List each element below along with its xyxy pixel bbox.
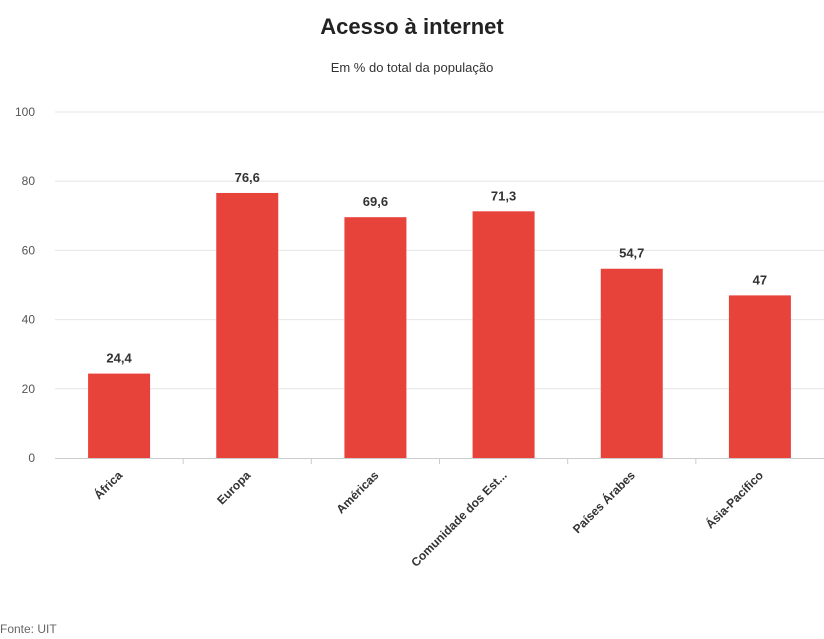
bar	[216, 192, 279, 459]
data-label: 69,6	[363, 194, 388, 209]
y-tick-label: 80	[22, 174, 36, 188]
data-label: 47	[753, 272, 767, 287]
x-tick-label: Comunidade dos Est...	[408, 468, 509, 569]
bar	[88, 373, 151, 458]
y-tick-label: 0	[28, 451, 35, 465]
x-tick-label: Países Árabes	[569, 467, 638, 536]
bar	[728, 295, 791, 458]
y-tick-label: 60	[22, 243, 36, 257]
y-axis: 0 20 40 60 80 100	[15, 105, 35, 465]
data-label: 54,7	[619, 246, 644, 261]
bar	[344, 217, 407, 458]
chart-title: Acesso à internet	[320, 14, 504, 39]
chart-subtitle: Em % do total da população	[330, 60, 494, 75]
x-tick-label: África	[91, 467, 126, 502]
data-label: 76,6	[235, 170, 260, 185]
y-tick-label: 100	[15, 105, 35, 119]
y-tick-label: 40	[22, 313, 36, 327]
grid-lines	[55, 111, 824, 390]
bar	[472, 211, 535, 458]
x-tick-label: Europa	[214, 468, 253, 507]
x-tick-label: Ásia-Pacífico	[702, 468, 766, 532]
x-tick-label: Américas	[333, 468, 381, 516]
source-note: Fonte: UIT	[0, 622, 57, 636]
bar	[600, 268, 663, 458]
x-axis: África Europa Américas Comunidade dos Est..…	[55, 458, 824, 570]
data-label: 71,3	[491, 188, 516, 203]
y-tick-label: 20	[22, 382, 36, 396]
data-label: 24,4	[106, 351, 132, 366]
bars: 24,4 76,6 69,6 71,3 54,7 47	[88, 170, 791, 459]
